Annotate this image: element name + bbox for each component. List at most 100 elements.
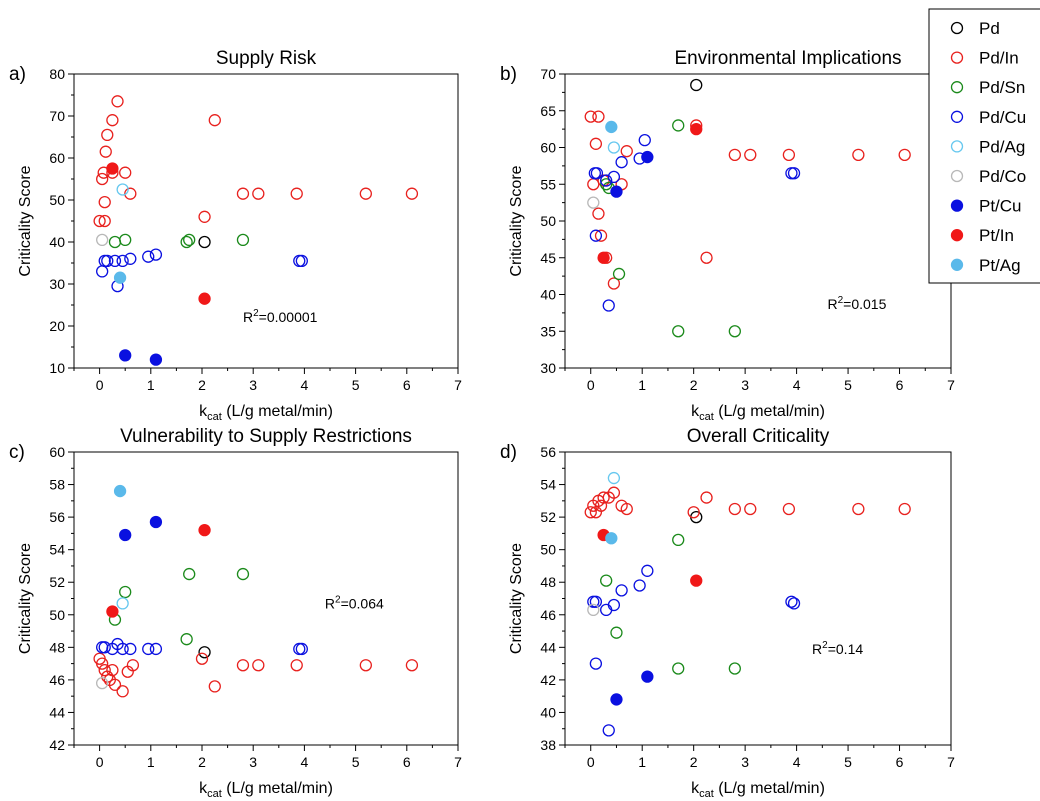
x-tick-label: 3 [249,754,257,770]
data-point [592,207,605,220]
data-point [198,210,211,223]
data-point [852,502,865,516]
data-point [293,642,306,656]
data-point [149,515,163,529]
y-tick-label: 70 [49,108,65,124]
y-tick-label: 55 [540,176,556,192]
y-tick-label: 58 [49,477,65,493]
data-point [898,502,911,516]
data-point [672,662,685,675]
data-point [96,172,109,186]
y-tick-label: 44 [49,704,65,720]
y-tick-label: 40 [540,704,556,720]
x-tick-label: 0 [96,754,104,770]
data-point [700,251,713,264]
legend-marker [950,51,964,64]
data-point [600,174,613,187]
data-point [638,133,651,147]
series-pd-sn [108,567,250,646]
data-point [290,187,303,200]
x-tick-label: 4 [793,377,801,393]
legend-marker [950,229,964,242]
data-point [359,659,372,672]
data-point [96,265,109,278]
x-tick-label: 7 [947,377,955,393]
data-point [594,499,608,512]
data-point [111,95,124,108]
y-tick-label: 52 [49,574,65,590]
data-point [96,657,109,670]
data-point [898,148,911,162]
chart-title: Environmental Implications [674,48,901,69]
y-tick-label: 54 [540,477,556,493]
x-tick-label: 0 [96,377,104,393]
data-point [597,491,610,504]
series-pt-ag [113,484,127,498]
x-tick-label: 6 [896,754,904,770]
plot-frame [73,451,459,746]
legend-marker [950,169,964,183]
data-point [116,642,129,656]
data-point [108,678,122,691]
data-point [690,122,703,136]
panel-label: b) [500,64,517,85]
x-tick-label: 6 [403,377,411,393]
data-point [98,214,111,228]
data-point [600,178,613,191]
data-point [587,196,600,209]
legend-entry: Pd/Cu [950,108,1026,127]
legend-label: Pt/Cu [979,197,1022,216]
legend-marker [950,140,964,153]
y-tick-label: 45 [540,250,556,266]
data-point [195,652,209,665]
y-tick-label: 38 [540,737,556,753]
data-point [252,659,265,672]
data-point [183,233,196,247]
series-pt-ag [113,271,127,284]
legend-label: Pd [979,19,1000,38]
y-tick-label: 35 [540,323,556,339]
plot-frame [564,73,952,369]
y-tick-label: 70 [540,66,556,82]
x-tick-label: 1 [147,754,155,770]
data-point [359,187,372,200]
y-tick-label: 20 [49,318,65,334]
r-squared-annotation: R2=0.064 [325,594,384,611]
data-point [116,183,129,196]
y-tick-label: 56 [49,509,65,525]
data-point [607,471,621,485]
y-tick-label: 46 [49,672,65,688]
data-point [610,693,623,706]
data-point [98,195,111,209]
legend-entry: Pt/In [950,226,1014,245]
data-point [208,680,221,693]
data-point [236,233,250,247]
x-tick-label: 5 [844,754,852,770]
data-point [252,187,265,200]
series-pd [198,646,211,659]
legend-box [928,8,1040,284]
x-axis-label: kcat (L/g metal/min) [199,780,333,800]
series-pd [690,78,703,92]
data-point [98,254,111,268]
data-point [672,325,685,338]
y-tick-label: 50 [540,542,556,558]
x-tick-label: 1 [638,377,646,393]
x-tick-label: 6 [896,377,904,393]
data-point [198,646,211,659]
data-point [236,187,250,200]
series-pd-sn [600,533,741,675]
x-tick-label: 5 [352,377,360,393]
chart-title: Supply Risk [216,48,317,69]
data-point [607,170,621,184]
data-point [620,145,633,158]
series-pd-ag [116,597,129,610]
x-tick-label: 6 [403,754,411,770]
y-tick-label: 48 [540,574,556,590]
chart-title: Overall Criticality [687,426,830,447]
data-point [728,148,741,162]
data-point [728,502,741,516]
x-tick-label: 7 [454,754,462,770]
